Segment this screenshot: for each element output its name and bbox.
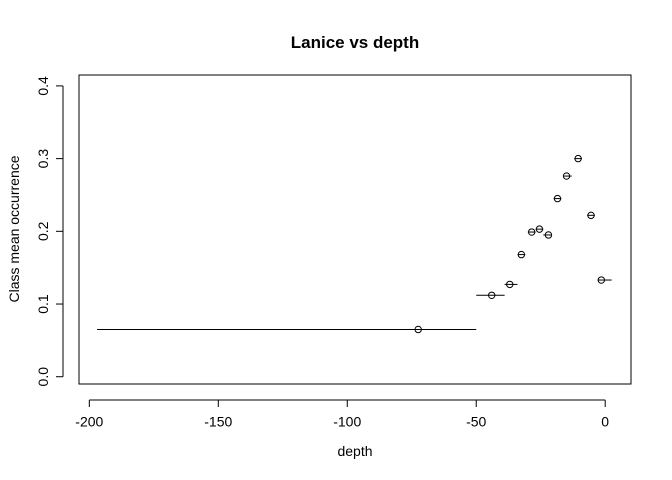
y-tick-label: 0.1 [35,294,51,314]
data-point [506,280,514,289]
y-axis: 0.0 0.1 0.2 0.3 0.4 [35,76,64,387]
y-tick-label: 0.4 [35,76,51,96]
data-point [553,194,562,203]
y-tick-label: 0.3 [35,149,51,169]
data-point [535,225,544,233]
x-tick-label: 0 [601,413,609,429]
data-point [544,231,553,239]
data-point [488,291,496,299]
data-point [587,211,595,220]
x-tick-label: -100 [333,413,361,429]
y-tick-label: 0.0 [35,367,51,387]
x-axis: -200 -150 -100 -50 0 [75,399,609,429]
data-point [574,154,582,163]
plot-frame [78,74,632,385]
x-tick-label: -150 [204,413,232,429]
data-point [414,325,422,334]
y-tick-label: 0.2 [35,221,51,241]
data-point [517,250,526,259]
data-point [527,228,536,236]
data-point [562,172,571,180]
y-axis-label: Class mean occurrence [6,155,22,302]
data-series [97,154,612,334]
x-tick-label: -200 [75,413,103,429]
chart-title: Lanice vs depth [291,33,419,52]
x-tick-label: -50 [466,413,486,429]
x-axis-label: depth [337,443,372,459]
data-point [597,276,606,284]
